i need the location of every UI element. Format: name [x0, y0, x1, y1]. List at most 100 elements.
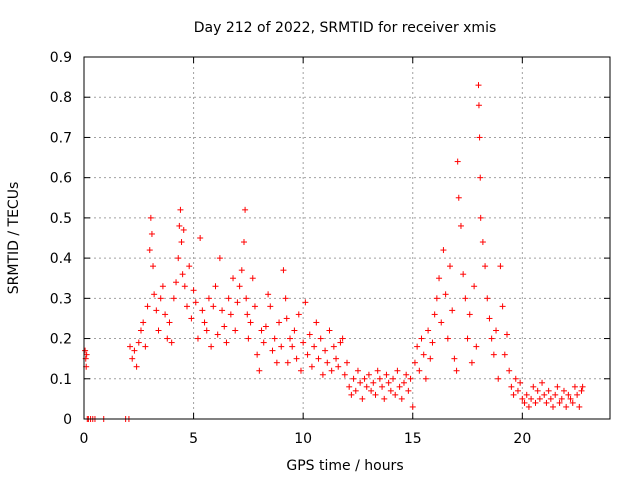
data-point: [311, 343, 318, 350]
data-point: [280, 267, 287, 274]
y-tick-label: 0.8: [50, 90, 72, 106]
data-point: [317, 335, 324, 342]
data-point: [482, 263, 489, 270]
data-point: [214, 331, 221, 338]
data-point: [512, 375, 519, 382]
data-point: [453, 367, 460, 374]
data-point: [276, 319, 283, 326]
data-point: [442, 291, 449, 298]
data-point: [341, 371, 348, 378]
data-point: [83, 351, 90, 358]
data-point: [203, 327, 210, 334]
data-point: [466, 311, 473, 318]
data-point: [475, 82, 482, 89]
data-point: [565, 391, 572, 398]
data-point: [357, 379, 364, 386]
data-point: [304, 351, 311, 358]
data-point: [547, 395, 554, 402]
data-point: [490, 351, 497, 358]
data-point: [414, 343, 421, 350]
data-point: [249, 275, 256, 282]
data-point: [438, 319, 445, 326]
data-point: [506, 367, 513, 374]
data-point: [539, 379, 546, 386]
data-point: [462, 295, 469, 302]
data-point: [495, 375, 502, 382]
data-point: [133, 363, 140, 370]
data-point: [184, 303, 191, 310]
data-point: [254, 351, 261, 358]
axis-ticks: 0 0.1 0.2 0.3 0.4 0.5 0.6 0.7 0.8 0.9 0 5 10 15 20: [50, 50, 610, 447]
data-point: [199, 307, 206, 314]
data-point: [508, 383, 515, 390]
x-tick-label: 10: [294, 431, 312, 447]
data-point: [271, 335, 278, 342]
data-point: [552, 391, 559, 398]
data-point: [398, 395, 405, 402]
data-point: [208, 343, 215, 350]
data-point: [205, 295, 212, 302]
data-point: [178, 239, 185, 246]
data-point: [176, 222, 183, 229]
data-point: [436, 275, 443, 282]
y-tick-label: 0.5: [50, 211, 72, 227]
data-point: [168, 339, 175, 346]
data-point: [256, 367, 263, 374]
data-point: [232, 327, 239, 334]
data-point: [381, 395, 388, 402]
data-point: [532, 399, 539, 406]
data-point: [392, 391, 399, 398]
data-point: [221, 323, 228, 330]
data-point: [420, 351, 427, 358]
data-point: [289, 343, 296, 350]
data-point: [190, 287, 197, 294]
data-point: [244, 311, 251, 318]
data-point: [576, 403, 583, 410]
data-point: [283, 315, 290, 322]
data-point: [510, 391, 517, 398]
data-point: [284, 359, 291, 366]
data-point: [411, 359, 418, 366]
data-point: [181, 283, 188, 290]
data-point: [326, 327, 333, 334]
data-point: [521, 399, 528, 406]
data-point: [333, 355, 340, 362]
data-point: [543, 399, 550, 406]
data-point: [210, 303, 217, 310]
data-point: [223, 339, 230, 346]
x-axis-label: GPS time / hours: [286, 458, 403, 474]
data-point: [359, 395, 366, 402]
data-point: [433, 295, 440, 302]
data-point: [238, 267, 245, 274]
data-point: [396, 383, 403, 390]
data-point: [425, 327, 432, 334]
data-point: [131, 347, 138, 354]
data-point: [162, 311, 169, 318]
data-point: [267, 303, 274, 310]
data-point: [219, 307, 226, 314]
data-point: [180, 226, 187, 233]
data-point: [530, 383, 537, 390]
data-point: [484, 295, 491, 302]
data-point: [556, 399, 563, 406]
data-points: [82, 82, 586, 422]
data-point: [429, 339, 436, 346]
data-point: [319, 371, 326, 378]
y-axis-label: SRMTID / TECUs: [6, 182, 22, 295]
data-point: [147, 214, 154, 221]
data-point: [302, 299, 309, 306]
y-tick-label: 0.2: [50, 332, 72, 348]
data-point: [173, 279, 180, 286]
data-point: [390, 375, 397, 382]
data-point: [473, 343, 480, 350]
data-point: [545, 387, 552, 394]
data-point: [278, 343, 285, 350]
data-point: [422, 375, 429, 382]
data-point: [471, 283, 478, 290]
data-point: [493, 327, 500, 334]
data-point: [322, 347, 329, 354]
data-point: [528, 395, 535, 402]
data-point: [300, 339, 307, 346]
chart-title: Day 212 of 2022, SRMTID for receiver xmi…: [194, 20, 497, 36]
data-point: [175, 255, 182, 262]
